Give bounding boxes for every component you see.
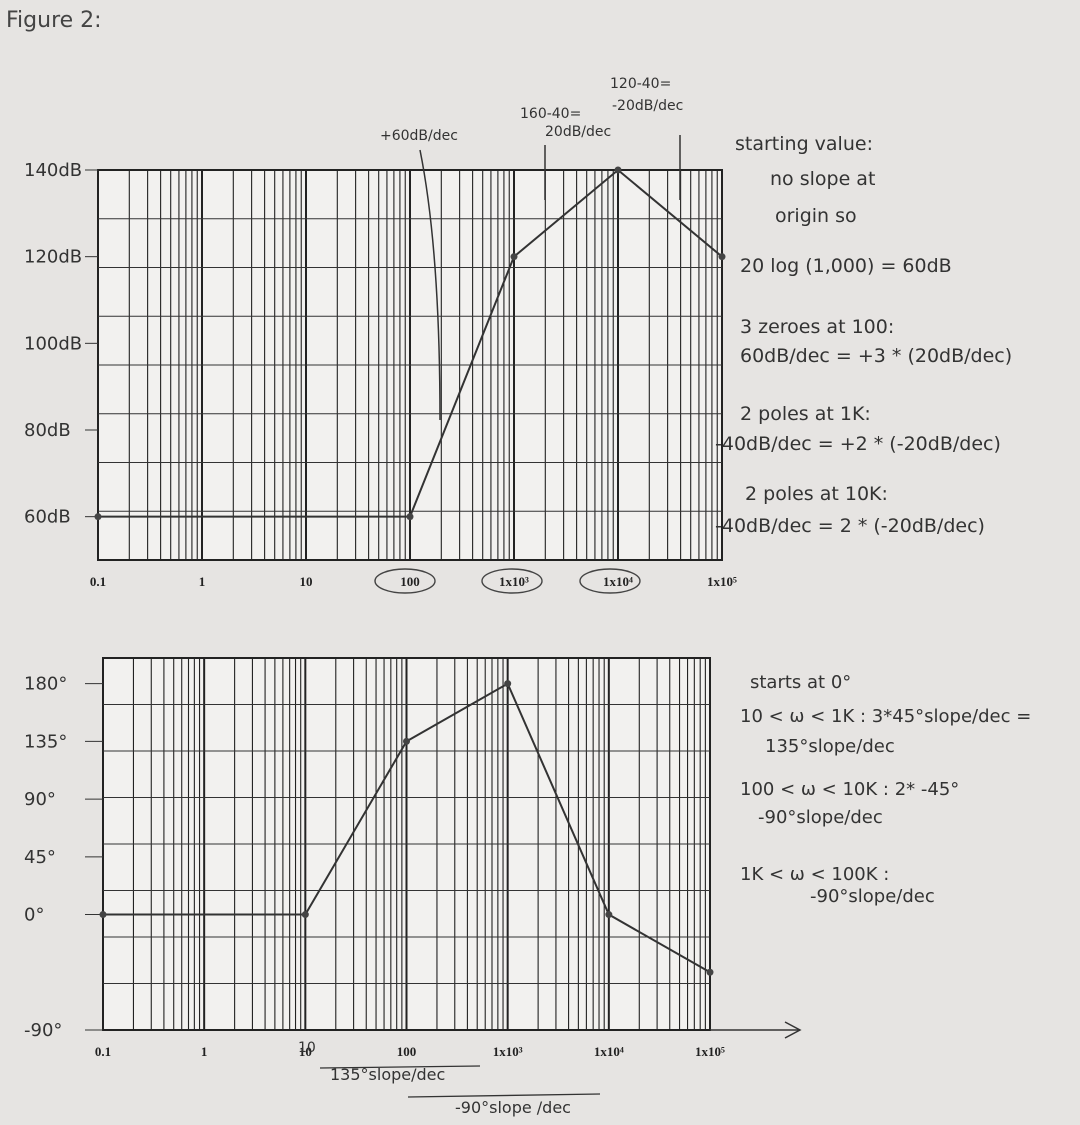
series-line xyxy=(103,682,711,974)
x-tick-label: 1x10⁴ xyxy=(603,574,633,589)
data-point xyxy=(301,911,309,919)
phase-note: 100 < ω < 10K : 2* -45° xyxy=(740,779,959,800)
bottom-note: -90°slope /dec xyxy=(455,1098,571,1117)
y-tick-label: 80dB xyxy=(24,420,71,441)
magnitude-note: 2 poles at 1K: xyxy=(740,403,871,425)
data-point xyxy=(403,737,410,745)
magnitude-note: starting value: xyxy=(735,133,873,155)
y-tick-label: 140dB xyxy=(24,160,82,181)
x-tick-label: 0.1 xyxy=(90,574,106,589)
bottom-arrow xyxy=(319,1065,481,1069)
phase-note: 1K < ω < 100K : xyxy=(740,864,889,885)
slope-annotation: 160-40= xyxy=(520,106,581,122)
slope-annotation: 120-40= xyxy=(610,76,671,92)
x-tick-label: 1x10³ xyxy=(493,1044,523,1059)
bottom-note: 10 xyxy=(298,1040,316,1056)
x-tick-label: 1x10⁵ xyxy=(695,1044,725,1059)
phase-note: -90°slope/dec xyxy=(758,807,883,828)
data-point xyxy=(504,680,512,688)
data-point xyxy=(605,911,613,919)
slope-annotation: -20dB/dec xyxy=(612,98,683,114)
magnitude-note: 2 poles at 10K: xyxy=(745,483,888,505)
y-tick-label: 0° xyxy=(24,905,44,926)
tick-circle xyxy=(579,568,641,594)
x-tick-label: 0.1 xyxy=(95,1044,111,1059)
x-axis-arrowhead xyxy=(784,1021,802,1039)
slope-annotation: 20dB/dec xyxy=(545,124,611,140)
magnitude-note: origin so xyxy=(775,205,857,227)
phase-note: 135°slope/dec xyxy=(765,736,895,757)
phase-note: -90°slope/dec xyxy=(810,886,935,907)
data-point xyxy=(614,166,622,174)
magnitude-note: 3 zeroes at 100: xyxy=(740,316,894,338)
data-point xyxy=(406,513,414,521)
bottom-arrow xyxy=(407,1093,601,1098)
y-tick-label: 45° xyxy=(24,847,56,868)
magnitude-note: 60dB/dec = +3 * (20dB/dec) xyxy=(740,345,1012,367)
x-tick-label: 1x10⁵ xyxy=(707,574,737,589)
y-tick-label: 135° xyxy=(24,731,67,752)
x-tick-label: 100 xyxy=(400,574,420,589)
phase-note: starts at 0° xyxy=(750,672,851,693)
data-point xyxy=(99,911,107,919)
phase-plot: 0.1 1 10 100 1x10³ 1x10⁴ 1x10⁵ 180° 135° 90° 45° 0°… xyxy=(24,657,802,1059)
figure-label: Figure 2: xyxy=(6,8,102,33)
magnitude-note: 20 log (1,000) = 60dB xyxy=(740,255,952,277)
x-tick-label: 1 xyxy=(199,574,206,589)
phase-notes: starts at 0° 10 < ω < 1K : 3*45°slope/dec… xyxy=(298,672,1031,1117)
y-tick-label: 180° xyxy=(24,674,67,695)
y-tick-label: 120dB xyxy=(24,247,82,268)
magnitude-plot: 0.1 1 10 100 1x10³ 1x10⁴ 1x10⁵ 140dB 120dB 100dB 8… xyxy=(24,76,737,594)
bottom-note: 135°slope/dec xyxy=(330,1065,445,1084)
y-tick-label: -90° xyxy=(24,1020,62,1041)
x-tick-label: 1x10⁴ xyxy=(594,1044,624,1059)
magnitude-notes: starting value: no slope at origin so 20 lo… xyxy=(715,133,1012,537)
tick-circle xyxy=(374,568,436,594)
x-tick-label: 10 xyxy=(299,1044,312,1059)
y-tick-label: 100dB xyxy=(24,333,82,354)
data-point xyxy=(706,968,714,976)
x-tick-label: 100 xyxy=(397,1044,417,1059)
x-tick-label: 10 xyxy=(300,574,313,589)
data-point xyxy=(718,253,726,261)
y-tick-label: 60dB xyxy=(24,507,71,528)
x-tick-label: 1x10³ xyxy=(499,574,529,589)
y-tick-label: 90° xyxy=(24,789,56,810)
slope-annotation: +60dB/dec xyxy=(380,128,458,144)
magnitude-note: -40dB/dec = +2 * (-20dB/dec) xyxy=(715,433,1001,455)
x-tick-label: 1 xyxy=(201,1044,208,1059)
magnitude-note: no slope at xyxy=(770,168,875,190)
magnitude-note: -40dB/dec = 2 * (-20dB/dec) xyxy=(715,515,985,537)
data-point xyxy=(94,513,102,521)
data-point xyxy=(510,253,518,261)
phase-note: 10 < ω < 1K : 3*45°slope/dec = xyxy=(740,706,1031,727)
tick-circle xyxy=(481,568,543,594)
annotation-arrow xyxy=(419,149,441,421)
